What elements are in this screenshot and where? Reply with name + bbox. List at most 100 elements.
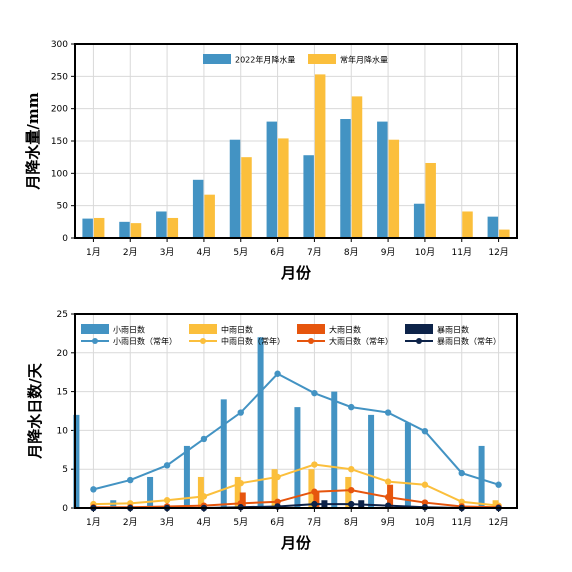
- x-tick-label: 11月: [452, 517, 472, 528]
- x-tick-label: 8月: [344, 517, 359, 528]
- x-tick-label: 5月: [233, 517, 248, 528]
- x-axis-title: 月份: [280, 264, 312, 282]
- bar-rain-days-1: [197, 476, 204, 508]
- normal-days-point: [274, 370, 281, 377]
- x-tick-label: 7月: [307, 517, 322, 528]
- normal-days-point: [237, 409, 244, 416]
- normal-days-point: [311, 500, 318, 508]
- x-tick-label: 2月: [123, 247, 138, 258]
- bar-rain-days-1: [308, 469, 315, 508]
- bar-2022-precip: [303, 155, 314, 238]
- x-tick-label: 10月: [415, 517, 435, 528]
- normal-days-point: [311, 461, 318, 468]
- bar-normal-precip: [241, 157, 252, 238]
- x-tick-label: 2月: [123, 517, 138, 528]
- x-tick-label: 10月: [415, 247, 435, 258]
- normal-days-line-1: [93, 463, 499, 507]
- bar-rain-days-1: [492, 500, 499, 508]
- normal-days-point: [458, 469, 465, 477]
- legend-bar-swatch: [81, 324, 109, 334]
- legend-label: 中雨日数: [221, 325, 253, 335]
- legend-label: 暴雨日数: [437, 325, 469, 335]
- legend-label: 常年月降水量: [340, 55, 388, 65]
- x-tick-label: 1月: [86, 247, 101, 258]
- monthly-precipitation-chart: 0 50 100 150 200 250 300 1月 2月 3月 4月 5月 6月 7月 8月 9月 10月 1…: [24, 40, 518, 282]
- bar-normal-precip: [351, 96, 363, 238]
- x-tick-label: 4月: [197, 517, 212, 528]
- x-tick-label: 3月: [160, 247, 175, 258]
- bar-rain-days-0: [183, 445, 190, 508]
- legend-label: 小雨日数: [113, 325, 145, 335]
- normal-days-point: [90, 486, 97, 493]
- normal-days-line-2: [93, 489, 499, 509]
- x-tick-label: 4月: [197, 247, 212, 258]
- legend-label: 大雨日数: [329, 325, 361, 335]
- bar-2022-precip: [119, 221, 130, 238]
- normal-days-point: [274, 498, 281, 505]
- bar-rain-days-0: [220, 399, 227, 508]
- bar-2022-precip: [192, 179, 204, 238]
- normal-days-line-0: [93, 372, 499, 491]
- legend-line-marker: [200, 338, 206, 344]
- x-tick-label: 8月: [344, 247, 359, 258]
- x-tick-label: 3月: [160, 517, 175, 528]
- bar-2022-precip: [82, 218, 93, 238]
- y-tick-label: 20: [57, 349, 69, 359]
- x-tick-label: 6月: [270, 247, 285, 258]
- normal-days-point: [127, 476, 134, 484]
- y-tick-label: 100: [51, 169, 68, 179]
- bar-rain-days-0: [478, 445, 485, 508]
- normal-days-point: [163, 462, 171, 469]
- normal-days-point: [384, 493, 392, 501]
- bar-rain-days-1: [345, 476, 352, 508]
- legend-swatch: [308, 54, 336, 64]
- legend-label: 暴雨日数（常年）: [437, 336, 501, 346]
- normal-days-point: [421, 499, 429, 506]
- x-tick-label: 6月: [270, 517, 285, 528]
- bar-2022-precip: [229, 139, 241, 238]
- bar-rain-days-2: [239, 492, 246, 508]
- bar-2022-precip: [377, 121, 388, 238]
- x-tick-label: 5月: [233, 247, 248, 258]
- legend-swatch: [203, 54, 231, 64]
- bar-rain-days-0: [257, 337, 264, 508]
- normal-days-point: [237, 479, 244, 487]
- legend-label: 2022年月降水量: [235, 55, 295, 65]
- y-tick-label: 0: [62, 504, 68, 514]
- normal-days-point: [348, 466, 355, 473]
- normal-days-point: [311, 488, 318, 495]
- bar-2022-precip: [413, 203, 425, 238]
- bar-2022-precip: [156, 211, 167, 238]
- bar-normal-precip: [130, 223, 142, 238]
- normal-days-point: [421, 427, 429, 435]
- bar-rain-days-0: [368, 414, 375, 508]
- y-tick-label: 250: [51, 72, 68, 82]
- bar-rain-days-2: [313, 492, 320, 508]
- normal-days-point: [200, 493, 208, 500]
- plot-frame: [74, 43, 518, 239]
- legend-bar-swatch: [405, 324, 433, 334]
- bar-normal-precip: [425, 162, 436, 238]
- legend-line-marker: [416, 338, 422, 344]
- bar-2022-precip: [266, 121, 278, 238]
- bar-rain-days-0: [404, 422, 411, 508]
- x-tick-label: 9月: [381, 247, 396, 258]
- x-tick-label: 1月: [86, 517, 101, 528]
- y-tick-label: 300: [51, 40, 68, 50]
- normal-days-point: [348, 403, 355, 411]
- y-tick-label: 50: [57, 202, 69, 212]
- y-tick-label: 0: [62, 234, 68, 244]
- x-tick-label: 11月: [452, 247, 472, 258]
- bar-rain-days-0: [294, 407, 301, 508]
- legend-line-marker: [92, 338, 98, 344]
- normal-days-point: [384, 409, 392, 416]
- bar-rain-days-0: [331, 391, 338, 508]
- normal-days-point: [348, 500, 355, 508]
- bar-normal-precip: [167, 217, 179, 238]
- bar-normal-precip: [278, 138, 289, 238]
- bar-normal-precip: [499, 229, 510, 238]
- y-tick-label: 25: [57, 310, 68, 320]
- normal-days-point: [421, 481, 429, 488]
